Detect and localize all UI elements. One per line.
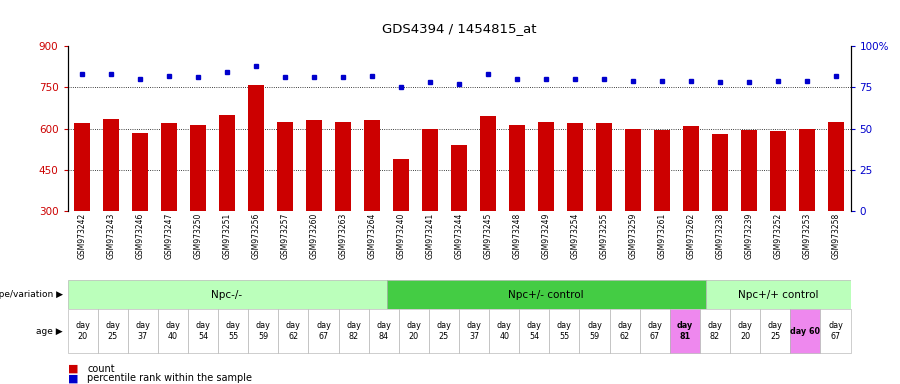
Text: count: count (87, 364, 115, 374)
Text: day
82: day 82 (346, 321, 361, 341)
Text: day
82: day 82 (707, 321, 723, 341)
Bar (422, 129, 438, 211)
Bar (429, 309, 459, 353)
Bar (158, 309, 188, 353)
Text: age ▶: age ▶ (36, 327, 63, 336)
Bar (700, 309, 730, 353)
Bar (306, 121, 322, 211)
Bar (103, 119, 119, 211)
Bar (399, 309, 429, 353)
Bar (821, 309, 850, 353)
Bar (278, 309, 309, 353)
Bar (393, 159, 409, 211)
Bar (74, 123, 90, 211)
Bar (509, 124, 525, 211)
Bar (128, 309, 158, 353)
Bar (730, 309, 760, 353)
Text: day
67: day 67 (316, 321, 331, 341)
Bar (654, 130, 670, 211)
Bar (519, 309, 549, 353)
Text: percentile rank within the sample: percentile rank within the sample (87, 373, 252, 383)
Bar (799, 129, 815, 211)
Bar (97, 309, 128, 353)
Text: day
62: day 62 (617, 321, 632, 341)
Bar (248, 84, 264, 211)
Bar (218, 309, 248, 353)
Text: day
62: day 62 (286, 321, 301, 341)
Bar (68, 280, 386, 309)
Bar (549, 309, 580, 353)
Text: day
37: day 37 (466, 321, 482, 341)
Text: day
20: day 20 (738, 321, 752, 341)
Bar (706, 280, 850, 309)
Bar (335, 122, 351, 211)
Bar (580, 309, 609, 353)
Bar (683, 126, 699, 211)
Text: day
81: day 81 (677, 321, 693, 341)
Bar (625, 129, 641, 211)
Bar (828, 122, 844, 211)
Bar (640, 309, 670, 353)
Bar (132, 133, 148, 211)
Bar (459, 309, 489, 353)
Text: day
54: day 54 (526, 321, 542, 341)
Text: day
40: day 40 (166, 321, 180, 341)
Text: Npc+/- control: Npc+/- control (508, 290, 584, 300)
Text: day
59: day 59 (587, 321, 602, 341)
Bar (741, 130, 757, 211)
Bar (609, 309, 640, 353)
Text: Npc-/-: Npc-/- (212, 290, 243, 300)
Text: day
59: day 59 (256, 321, 271, 341)
Bar (68, 309, 97, 353)
Bar (489, 309, 519, 353)
Text: day
55: day 55 (226, 321, 240, 341)
Bar (190, 124, 206, 211)
Bar (248, 309, 278, 353)
Text: day
40: day 40 (497, 321, 511, 341)
Text: GDS4394 / 1454815_at: GDS4394 / 1454815_at (382, 22, 536, 35)
Text: day
54: day 54 (195, 321, 211, 341)
Text: ■: ■ (68, 364, 78, 374)
Bar (596, 123, 612, 211)
Bar (480, 116, 496, 211)
Text: day
55: day 55 (557, 321, 572, 341)
Bar (188, 309, 218, 353)
Text: day
37: day 37 (135, 321, 150, 341)
Text: day
25: day 25 (768, 321, 783, 341)
Bar (364, 121, 380, 211)
Text: day
25: day 25 (436, 321, 452, 341)
Text: day
25: day 25 (105, 321, 120, 341)
Text: day
20: day 20 (407, 321, 421, 341)
Bar (161, 123, 177, 211)
Bar (277, 122, 293, 211)
Text: genotype/variation ▶: genotype/variation ▶ (0, 290, 63, 299)
Text: day
67: day 67 (647, 321, 662, 341)
Bar (770, 131, 786, 211)
Text: day 60: day 60 (790, 327, 820, 336)
Bar (790, 309, 821, 353)
Bar (670, 309, 700, 353)
Text: day
84: day 84 (376, 321, 392, 341)
Text: ■: ■ (68, 373, 78, 383)
Bar (369, 309, 399, 353)
Bar (338, 309, 369, 353)
Bar (386, 280, 706, 309)
Text: Npc+/+ control: Npc+/+ control (738, 290, 818, 300)
Text: day
20: day 20 (75, 321, 90, 341)
Bar (712, 134, 728, 211)
Bar (760, 309, 790, 353)
Bar (451, 145, 467, 211)
Bar (219, 115, 235, 211)
Bar (309, 309, 338, 353)
Bar (567, 123, 583, 211)
Bar (538, 122, 554, 211)
Text: day
67: day 67 (828, 321, 843, 341)
